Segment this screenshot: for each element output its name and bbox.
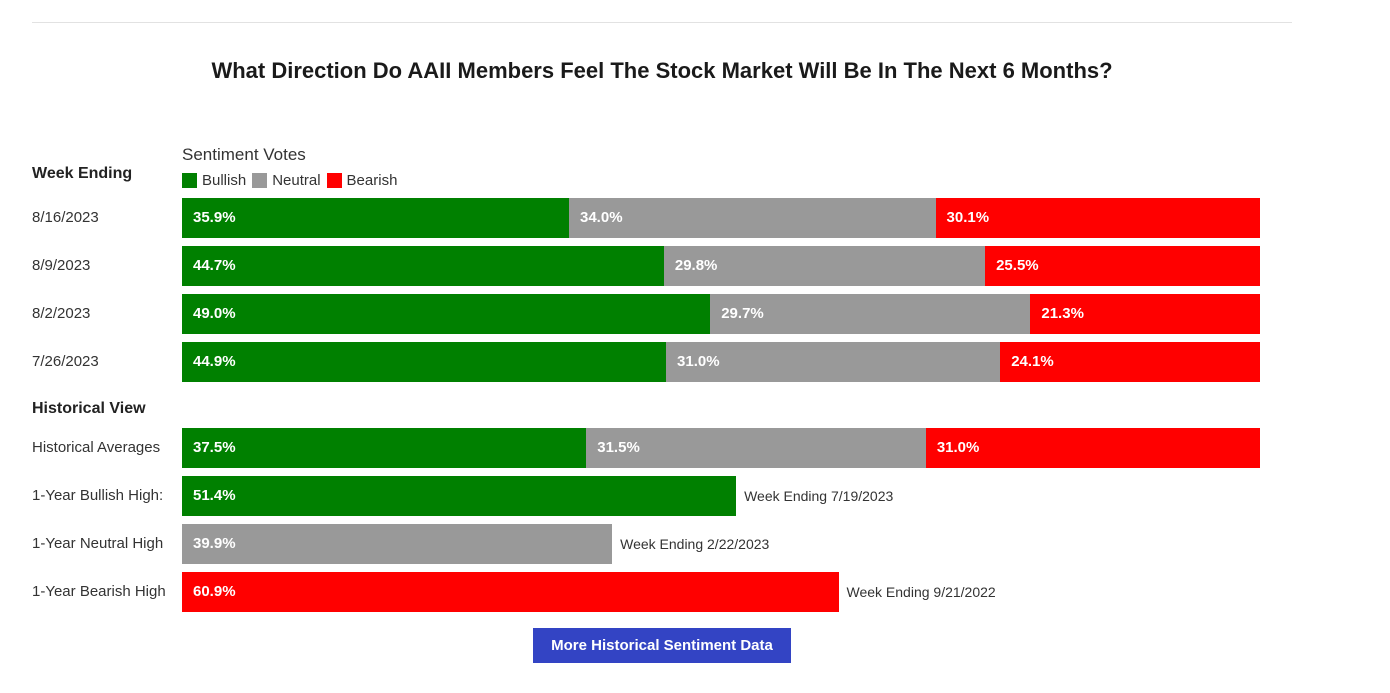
neutral-segment: 34.0% <box>569 198 936 238</box>
bullish-segment: 37.5% <box>182 428 587 468</box>
neutral-segment: 31.0% <box>666 342 1001 382</box>
neutral-high-row-week-note: Week Ending 2/22/2023 <box>620 536 770 552</box>
bullish-segment: 44.9% <box>182 342 667 382</box>
bullish-segment: 49.0% <box>182 294 711 334</box>
bearish-segment: 21.3% <box>1030 294 1260 334</box>
bullish-swatch <box>182 173 197 188</box>
chart-title: What Direction Do AAII Members Feel The … <box>211 58 1113 83</box>
historical-averages-row-bar: 37.5% 31.5% 31.0% <box>182 428 1260 468</box>
bullish-segment: 44.7% <box>182 246 664 286</box>
bullish-segment: 35.9% <box>182 198 569 238</box>
neutral-segment: 29.8% <box>663 246 986 286</box>
legend-label-bearish: Bearish <box>346 172 398 189</box>
historical-averages-row-label: Historical Averages <box>32 439 161 456</box>
bearish-high-row-label: 1-Year Bearish High <box>32 583 166 600</box>
week-ending-heading: Week Ending <box>32 165 133 182</box>
week-row-1-label: 8/9/2023 <box>32 257 91 274</box>
bullish-high-row-label: 1-Year Bullish High: <box>32 487 164 504</box>
legend-label-neutral: Neutral <box>272 172 321 189</box>
bullish-high-row-week-note: Week Ending 7/19/2023 <box>744 488 894 504</box>
bearish-swatch <box>326 173 342 188</box>
legend-item-neutral: Neutral <box>252 172 321 189</box>
bearish-high-row-week-note: Week Ending 9/21/2022 <box>846 584 996 600</box>
week-row-1-bar: 44.7% 29.8% 25.5% <box>182 246 1260 286</box>
legend-item-bearish: Bearish <box>326 172 398 189</box>
neutral-segment: 31.5% <box>586 428 926 468</box>
bullish-high-row-bar: 51.4% <box>182 476 737 516</box>
bearish-high-segment: 60.9% <box>182 572 839 612</box>
week-row-2-label: 8/2/2023 <box>32 305 91 322</box>
neutral-high-row-bar: 39.9% <box>182 524 613 564</box>
bearish-segment: 31.0% <box>925 428 1260 468</box>
bearish-high-row-bar: 60.9% <box>182 572 839 612</box>
legend: Bullish Neutral Bearish <box>182 172 403 189</box>
week-row-0-bar: 35.9% 34.0% 30.1% <box>182 198 1260 238</box>
more-historical-data-button[interactable]: More Historical Sentiment Data <box>533 628 791 663</box>
neutral-segment: 29.7% <box>710 294 1031 334</box>
week-row-3-label: 7/26/2023 <box>32 353 99 370</box>
neutral-high-row-label: 1-Year Neutral High <box>32 535 164 552</box>
bearish-segment: 25.5% <box>985 246 1260 286</box>
bearish-segment: 24.1% <box>1000 342 1260 382</box>
week-row-0-label: 8/16/2023 <box>32 209 99 226</box>
week-row-3-bar: 44.9% 31.0% 24.1% <box>182 342 1260 382</box>
top-divider <box>32 22 1292 23</box>
neutral-swatch <box>252 173 268 188</box>
neutral-high-segment: 39.9% <box>182 524 613 564</box>
week-row-2-bar: 49.0% 29.7% 21.3% <box>182 294 1260 334</box>
historical-view-heading: Historical View <box>32 400 146 417</box>
bullish-high-segment: 51.4% <box>182 476 737 516</box>
legend-title: Sentiment Votes <box>182 145 306 164</box>
legend-label-bullish: Bullish <box>202 172 247 189</box>
legend-item-bullish: Bullish <box>182 172 246 189</box>
bearish-segment: 30.1% <box>935 198 1260 238</box>
